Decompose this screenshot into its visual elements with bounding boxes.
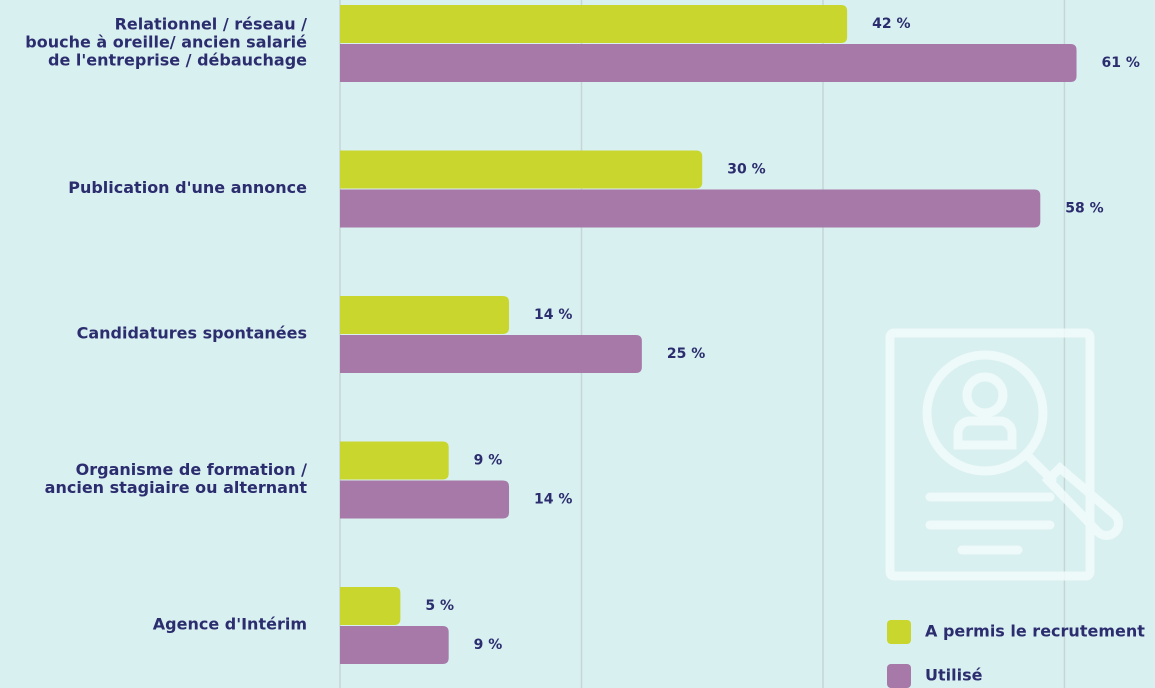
value-label: 61 % — [1102, 55, 1140, 71]
value-label: 58 % — [1065, 201, 1103, 217]
value-label: 25 % — [667, 346, 705, 362]
category-label: bouche à oreille/ ancien salarié — [25, 33, 307, 52]
value-label: 9 % — [474, 453, 503, 469]
bar — [340, 296, 510, 334]
category-label: Agence d'Intérim — [153, 615, 307, 634]
bar — [340, 587, 401, 625]
category-label: Relationnel / réseau / — [115, 15, 308, 34]
category-label: Organisme de formation / — [76, 460, 308, 479]
value-label: 5 % — [425, 598, 454, 614]
bars: Relationnel / réseau /bouche à oreille/ … — [25, 5, 1145, 688]
bar — [340, 335, 642, 373]
value-label: 30 % — [727, 162, 765, 178]
legend-swatch — [887, 620, 911, 644]
value-label: 14 % — [534, 492, 572, 508]
value-label: 42 % — [872, 16, 910, 32]
legend-label: Utilisé — [925, 666, 983, 685]
category-label: Publication d'une annonce — [68, 178, 307, 197]
bar — [340, 189, 1041, 228]
decorative-icon — [885, 328, 1123, 581]
value-label: 14 % — [534, 307, 572, 323]
category-label: ancien stagiaire ou alternant — [45, 478, 308, 497]
bar — [340, 626, 449, 664]
category-label: Candidatures spontanées — [77, 324, 307, 343]
legend-label: A permis le recrutement — [925, 622, 1145, 641]
bar — [340, 441, 449, 480]
bar — [340, 480, 510, 519]
legend-swatch — [887, 664, 911, 688]
category-label: de l'entreprise / débauchage — [48, 51, 307, 70]
bar — [340, 150, 703, 189]
value-label: 9 % — [474, 637, 503, 653]
bar — [340, 5, 848, 43]
bar — [340, 44, 1077, 82]
